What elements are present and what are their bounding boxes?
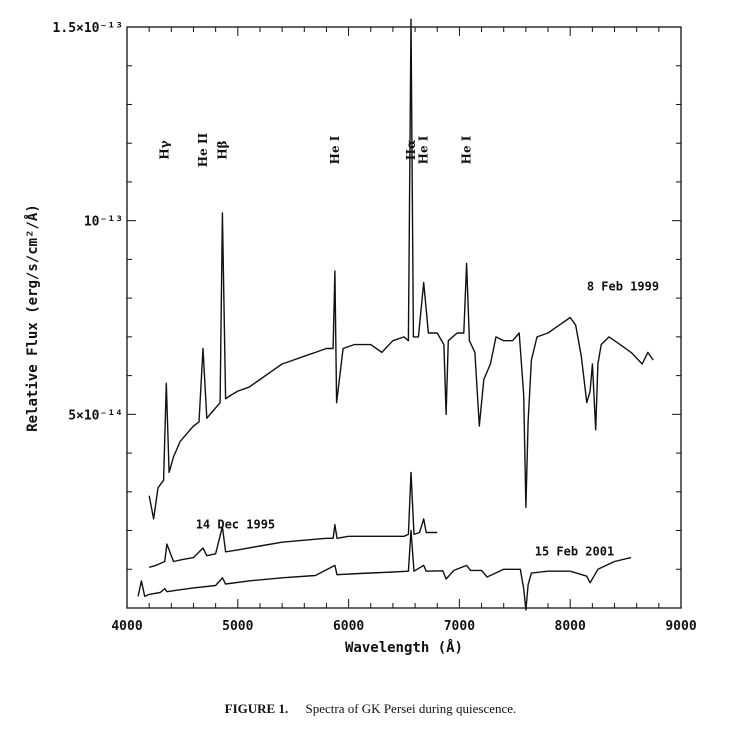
series-line-2 (137, 529, 632, 611)
annotation-6: He I (460, 135, 474, 164)
x-axis-title: Wavelength (Å) (345, 639, 463, 656)
y-tick-label-2: 1.5×10⁻¹³ (53, 21, 123, 36)
series-line-0 (148, 18, 654, 520)
caption-label: FIGURE 1. (224, 701, 289, 716)
figure-caption: FIGURE 1. Spectra of GK Persei during qu… (0, 701, 741, 717)
series-labels: 8 Feb 1999 14 Dec 1995 15 Feb 2001 (196, 279, 659, 558)
x-tick-label-4000: 4000 (111, 619, 142, 634)
x-tick-label-8000: 8000 (555, 619, 586, 634)
y-axis-title: Relative Flux (erg/s/cm²/Å) (24, 204, 41, 432)
axis-tick-labels: 4000 5000 6000 7000 8000 9000 5×10⁻¹⁴ 10⁻¹³ 1.5×… (53, 21, 697, 634)
series-lines (137, 18, 654, 611)
y-tick-label-0: 5×10⁻¹⁴ (68, 408, 123, 423)
x-tick-label-5000: 5000 (222, 619, 253, 634)
series-line-1 (149, 471, 438, 568)
series-label-0: 8 Feb 1999 (587, 279, 659, 293)
x-tick-label-6000: 6000 (333, 619, 364, 634)
x-tick-label-9000: 9000 (665, 619, 696, 634)
annotation-3: He I (328, 135, 342, 164)
x-tick-label-7000: 7000 (444, 619, 475, 634)
series-label-2: 15 Feb 2001 (535, 545, 614, 559)
plot-frame (126, 26, 682, 609)
annotation-2: Hβ (215, 140, 229, 159)
annotation-1: He II (196, 132, 210, 167)
annotation-5: He I (417, 135, 431, 164)
annotation-4: Hα (404, 140, 418, 161)
axis-ticks (126, 26, 682, 608)
series-label-1: 14 Dec 1995 (196, 518, 275, 532)
y-tick-label-1: 10⁻¹³ (84, 215, 123, 230)
caption-text: Spectra of GK Persei during quiescence. (305, 701, 517, 716)
annotation-0: Hγ (158, 140, 172, 159)
